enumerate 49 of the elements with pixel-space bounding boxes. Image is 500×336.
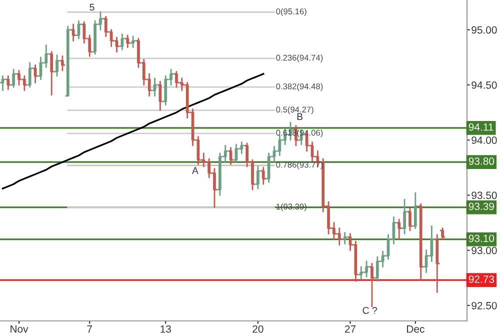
candlestick: [0, 75, 6, 92]
candlestick: [396, 218, 402, 240]
x-tick-label: Dec: [407, 325, 424, 333]
candlestick: [260, 166, 266, 185]
y-tick-label: 95.00: [472, 26, 497, 34]
y-tick-label: 94.00: [472, 136, 497, 144]
series-label: 0.5(94.27): [276, 106, 314, 114]
candlestick: [369, 262, 375, 308]
ref-line-label: 93.10: [468, 234, 494, 242]
candlestick: [418, 203, 424, 281]
candlestick: [152, 78, 158, 97]
y-tick-label: 94.50: [472, 81, 497, 89]
x-tick-label: 13: [160, 325, 171, 333]
candlestick: [27, 62, 32, 88]
y-tick-label: 93.00: [472, 246, 497, 254]
x-tick-label: 7: [87, 325, 92, 333]
y-tick-label: 92.50: [472, 302, 497, 310]
annotation: C ?: [362, 306, 378, 314]
candlestick: [255, 166, 261, 190]
annotation: A: [192, 167, 198, 174]
ref-line-label: 93.80: [468, 158, 494, 165]
candlestick: [402, 198, 408, 234]
candlestick: [65, 26, 70, 97]
candlestick: [130, 36, 136, 48]
annotation: 5: [90, 4, 94, 11]
candlestick: [342, 232, 348, 244]
candlestick: [120, 33, 125, 50]
series-label: 0(95.16): [276, 8, 306, 16]
ref-line-label: 92.73: [468, 276, 494, 283]
candlestick: [10, 68, 16, 88]
candlestick: [412, 192, 418, 229]
candlestick: [125, 34, 130, 48]
x-tick-label: 20: [252, 325, 264, 333]
x-tick-label: Nov: [10, 325, 28, 333]
ref-line-label: 94.11: [468, 123, 494, 131]
candlestick: [48, 51, 54, 96]
candlestick: [60, 56, 66, 72]
ref-line-label: 93.39: [468, 202, 494, 210]
line-series: [2, 73, 264, 190]
candlestick: [407, 208, 413, 232]
series-label: 0.236(94.74): [276, 54, 323, 62]
x-tick-label: 27: [344, 325, 356, 333]
candlestick: [54, 54, 60, 77]
series-label: 0.382(94.48): [276, 83, 323, 91]
y-tick-label: 93.50: [472, 192, 497, 200]
annotation: B: [297, 113, 303, 120]
candlestick: [440, 228, 446, 240]
candlestick: [6, 75, 11, 90]
candlestick: [434, 234, 440, 293]
